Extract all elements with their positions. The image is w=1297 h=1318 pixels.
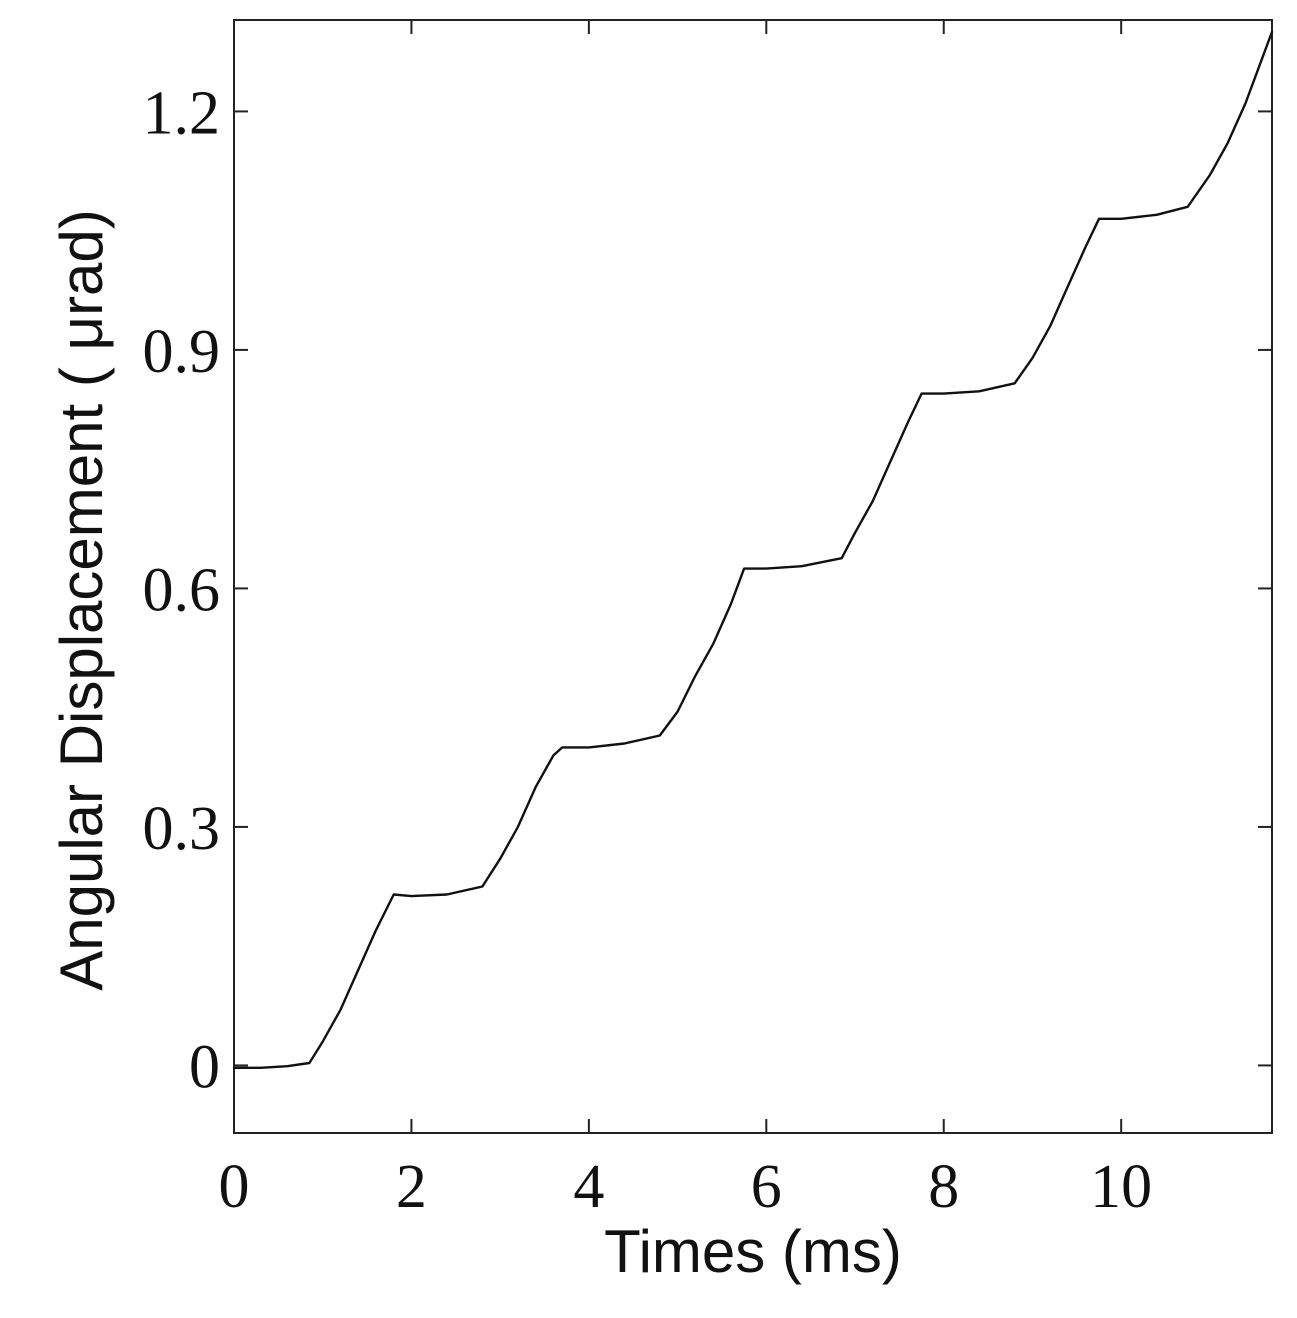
x-tick-label: 6	[751, 1153, 782, 1221]
axis-ticks	[233, 20, 1272, 1133]
x-tick-label: 4	[573, 1153, 604, 1221]
y-tick-label: 0.6	[143, 556, 221, 624]
x-axis-title: Times (ms)	[604, 1218, 902, 1285]
series-layer	[232, 30, 1274, 1069]
y-tick-label: 1.2	[143, 79, 221, 147]
y-tick-label: 0.3	[143, 795, 221, 863]
x-tick-label: 0	[219, 1153, 250, 1221]
y-axis-title: Angular Displacement ( μrad)	[48, 209, 115, 991]
plot-frame	[233, 19, 1273, 1134]
x-tick-label: 10	[1090, 1153, 1152, 1221]
y-tick-label: 0.9	[143, 318, 221, 386]
x-tick-label: 2	[396, 1153, 427, 1221]
series-line	[232, 30, 1274, 1069]
y-tick-label: 0	[189, 1033, 220, 1101]
tick-labels: 0 2 4 6 8 10 0 0.3 0.6 0.9 1.2	[143, 79, 1153, 1221]
x-tick-label: 8	[928, 1153, 959, 1221]
